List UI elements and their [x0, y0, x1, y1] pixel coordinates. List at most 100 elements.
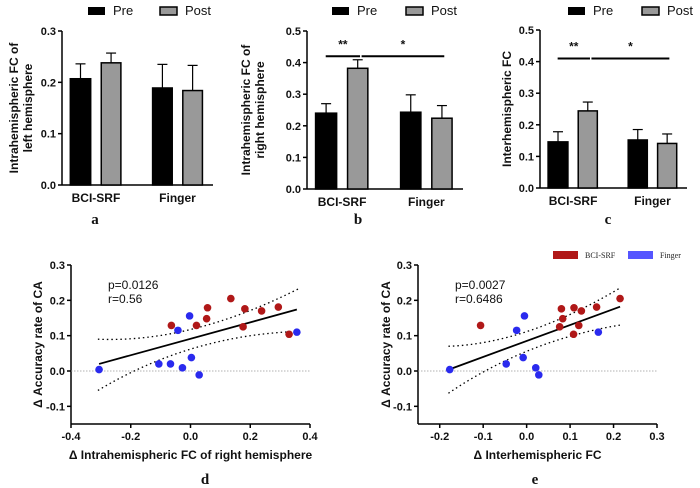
- y-tick-label: 0.4: [519, 57, 535, 69]
- bar-post-finger: [431, 117, 453, 190]
- y-tick-label: 0.3: [519, 88, 534, 100]
- point-bci-srf: [476, 321, 485, 330]
- legend-pre-label: Pre: [113, 3, 133, 18]
- legend-post-swatch: [159, 6, 178, 16]
- point-bci-srf: [257, 307, 266, 315]
- y-tick-label: 0.2: [50, 295, 65, 307]
- x-tick-label: 0.0: [183, 431, 198, 443]
- y-tick-label: 0.1: [50, 331, 65, 343]
- point-bci-srf: [239, 323, 247, 331]
- point-finger: [535, 371, 543, 379]
- p-value: p=0.0126: [108, 278, 159, 292]
- legend-bci-label: BCI-SRF: [585, 251, 616, 260]
- legend-bci-swatch: [553, 251, 578, 259]
- y-axis-label: Δ Accuracy rate of CA: [31, 281, 45, 408]
- bar-pre-bci-srf: [314, 112, 338, 190]
- y-tick-label: 0.3: [41, 26, 56, 38]
- point-bci-srf: [274, 303, 283, 311]
- y-axis-label: Interhemispheric FC: [500, 51, 514, 167]
- panel-label: e: [532, 472, 539, 488]
- legend-finger-label: Finger: [660, 251, 681, 260]
- panel-label: d: [201, 472, 210, 488]
- p-value: p=0.0027: [455, 278, 506, 292]
- y-tick-label: 0.3: [286, 89, 301, 101]
- legend-pre-label: Pre: [593, 3, 613, 18]
- x-tick-label: -0.2: [121, 431, 140, 443]
- y-tick-label: 0.3: [397, 260, 412, 272]
- y-axis-label: Intrahemispheric FC of: [7, 42, 21, 174]
- point-finger: [178, 364, 187, 372]
- category-label: Finger: [159, 191, 196, 205]
- bar-pre-finger: [627, 139, 649, 189]
- y-tick-label: -0.1: [46, 401, 65, 413]
- y-tick-label: 0.1: [519, 151, 534, 163]
- legend-pre-swatch: [88, 7, 105, 15]
- point-bci-srf: [592, 303, 601, 311]
- category-label: Finger: [408, 195, 445, 209]
- point-bci-srf: [203, 303, 212, 312]
- y-axis-label: Δ Accuracy rate of CA: [379, 281, 393, 408]
- point-finger: [445, 365, 454, 374]
- y-tick-label: 0.0: [286, 184, 301, 196]
- r-value: r=0.6486: [455, 292, 503, 306]
- point-bci-srf: [558, 314, 567, 323]
- x-tick-label: -0.4: [62, 431, 82, 443]
- point-finger: [95, 365, 103, 374]
- bar-post-finger: [182, 89, 204, 186]
- bar-pre-finger: [399, 111, 422, 190]
- point-finger: [519, 353, 527, 362]
- panel-label: c: [605, 212, 612, 228]
- x-tick-label: 0.2: [606, 431, 621, 443]
- point-finger: [594, 328, 603, 336]
- legend-post-label: Post: [185, 3, 211, 18]
- bar-post-bci-srf: [346, 67, 369, 190]
- point-finger: [166, 360, 175, 368]
- y-tick-label: 0.0: [41, 180, 56, 192]
- x-tick-label: -0.2: [430, 431, 449, 443]
- legend-post-label: Post: [667, 3, 693, 18]
- x-tick-label: 0.2: [243, 431, 258, 443]
- bar-post-bci-srf: [577, 110, 599, 189]
- r-value: r=0.56: [108, 292, 143, 306]
- regression-line: [449, 305, 621, 371]
- point-finger: [174, 326, 182, 335]
- point-bci-srf: [569, 330, 578, 339]
- ci-lower-band: [97, 330, 299, 391]
- y-tick-label: 0.3: [50, 260, 65, 272]
- y-tick-label: 0.1: [286, 152, 301, 164]
- legend-pre-swatch: [568, 7, 585, 15]
- x-axis-label: Δ Intrahemispheric FC of right hemispher…: [69, 448, 313, 462]
- bar-pre-finger: [151, 87, 173, 186]
- y-tick-label: 0.2: [519, 120, 534, 132]
- panel-label: a: [91, 212, 99, 228]
- x-tick-label: 0.4: [302, 431, 318, 443]
- significance-label: **: [569, 39, 579, 53]
- y-tick-label: 0.5: [519, 25, 534, 37]
- x-tick-label: 0.0: [519, 431, 534, 443]
- y-axis-label: right hemisphere: [253, 61, 267, 159]
- point-finger: [502, 360, 511, 368]
- y-tick-label: 0.1: [41, 129, 56, 141]
- y-tick-label: 0.4: [286, 58, 302, 70]
- regression-line: [98, 308, 298, 365]
- category-label: BCI-SRF: [72, 191, 121, 205]
- point-bci-srf: [167, 321, 176, 330]
- legend-post-swatch: [405, 6, 424, 16]
- y-tick-label: 0.0: [397, 366, 412, 378]
- y-tick-label: 0.2: [286, 121, 301, 133]
- x-tick-label: -0.1: [474, 431, 493, 443]
- point-finger: [531, 364, 540, 372]
- x-axis-label: Δ Interhemispheric FC: [474, 448, 602, 462]
- y-tick-label: 0.0: [50, 366, 65, 378]
- legend-post-swatch: [641, 6, 660, 16]
- y-tick-label: 0.2: [41, 77, 56, 89]
- bar-post-finger: [656, 142, 678, 189]
- x-tick-label: 0.3: [649, 431, 664, 443]
- y-tick-label: 0.5: [286, 26, 301, 38]
- ci-upper-band: [448, 287, 621, 347]
- point-finger: [512, 326, 521, 335]
- point-bci-srf: [557, 305, 566, 313]
- y-tick-label: -0.1: [393, 401, 412, 413]
- y-axis-label: Intrahemispheric FC of: [239, 44, 253, 176]
